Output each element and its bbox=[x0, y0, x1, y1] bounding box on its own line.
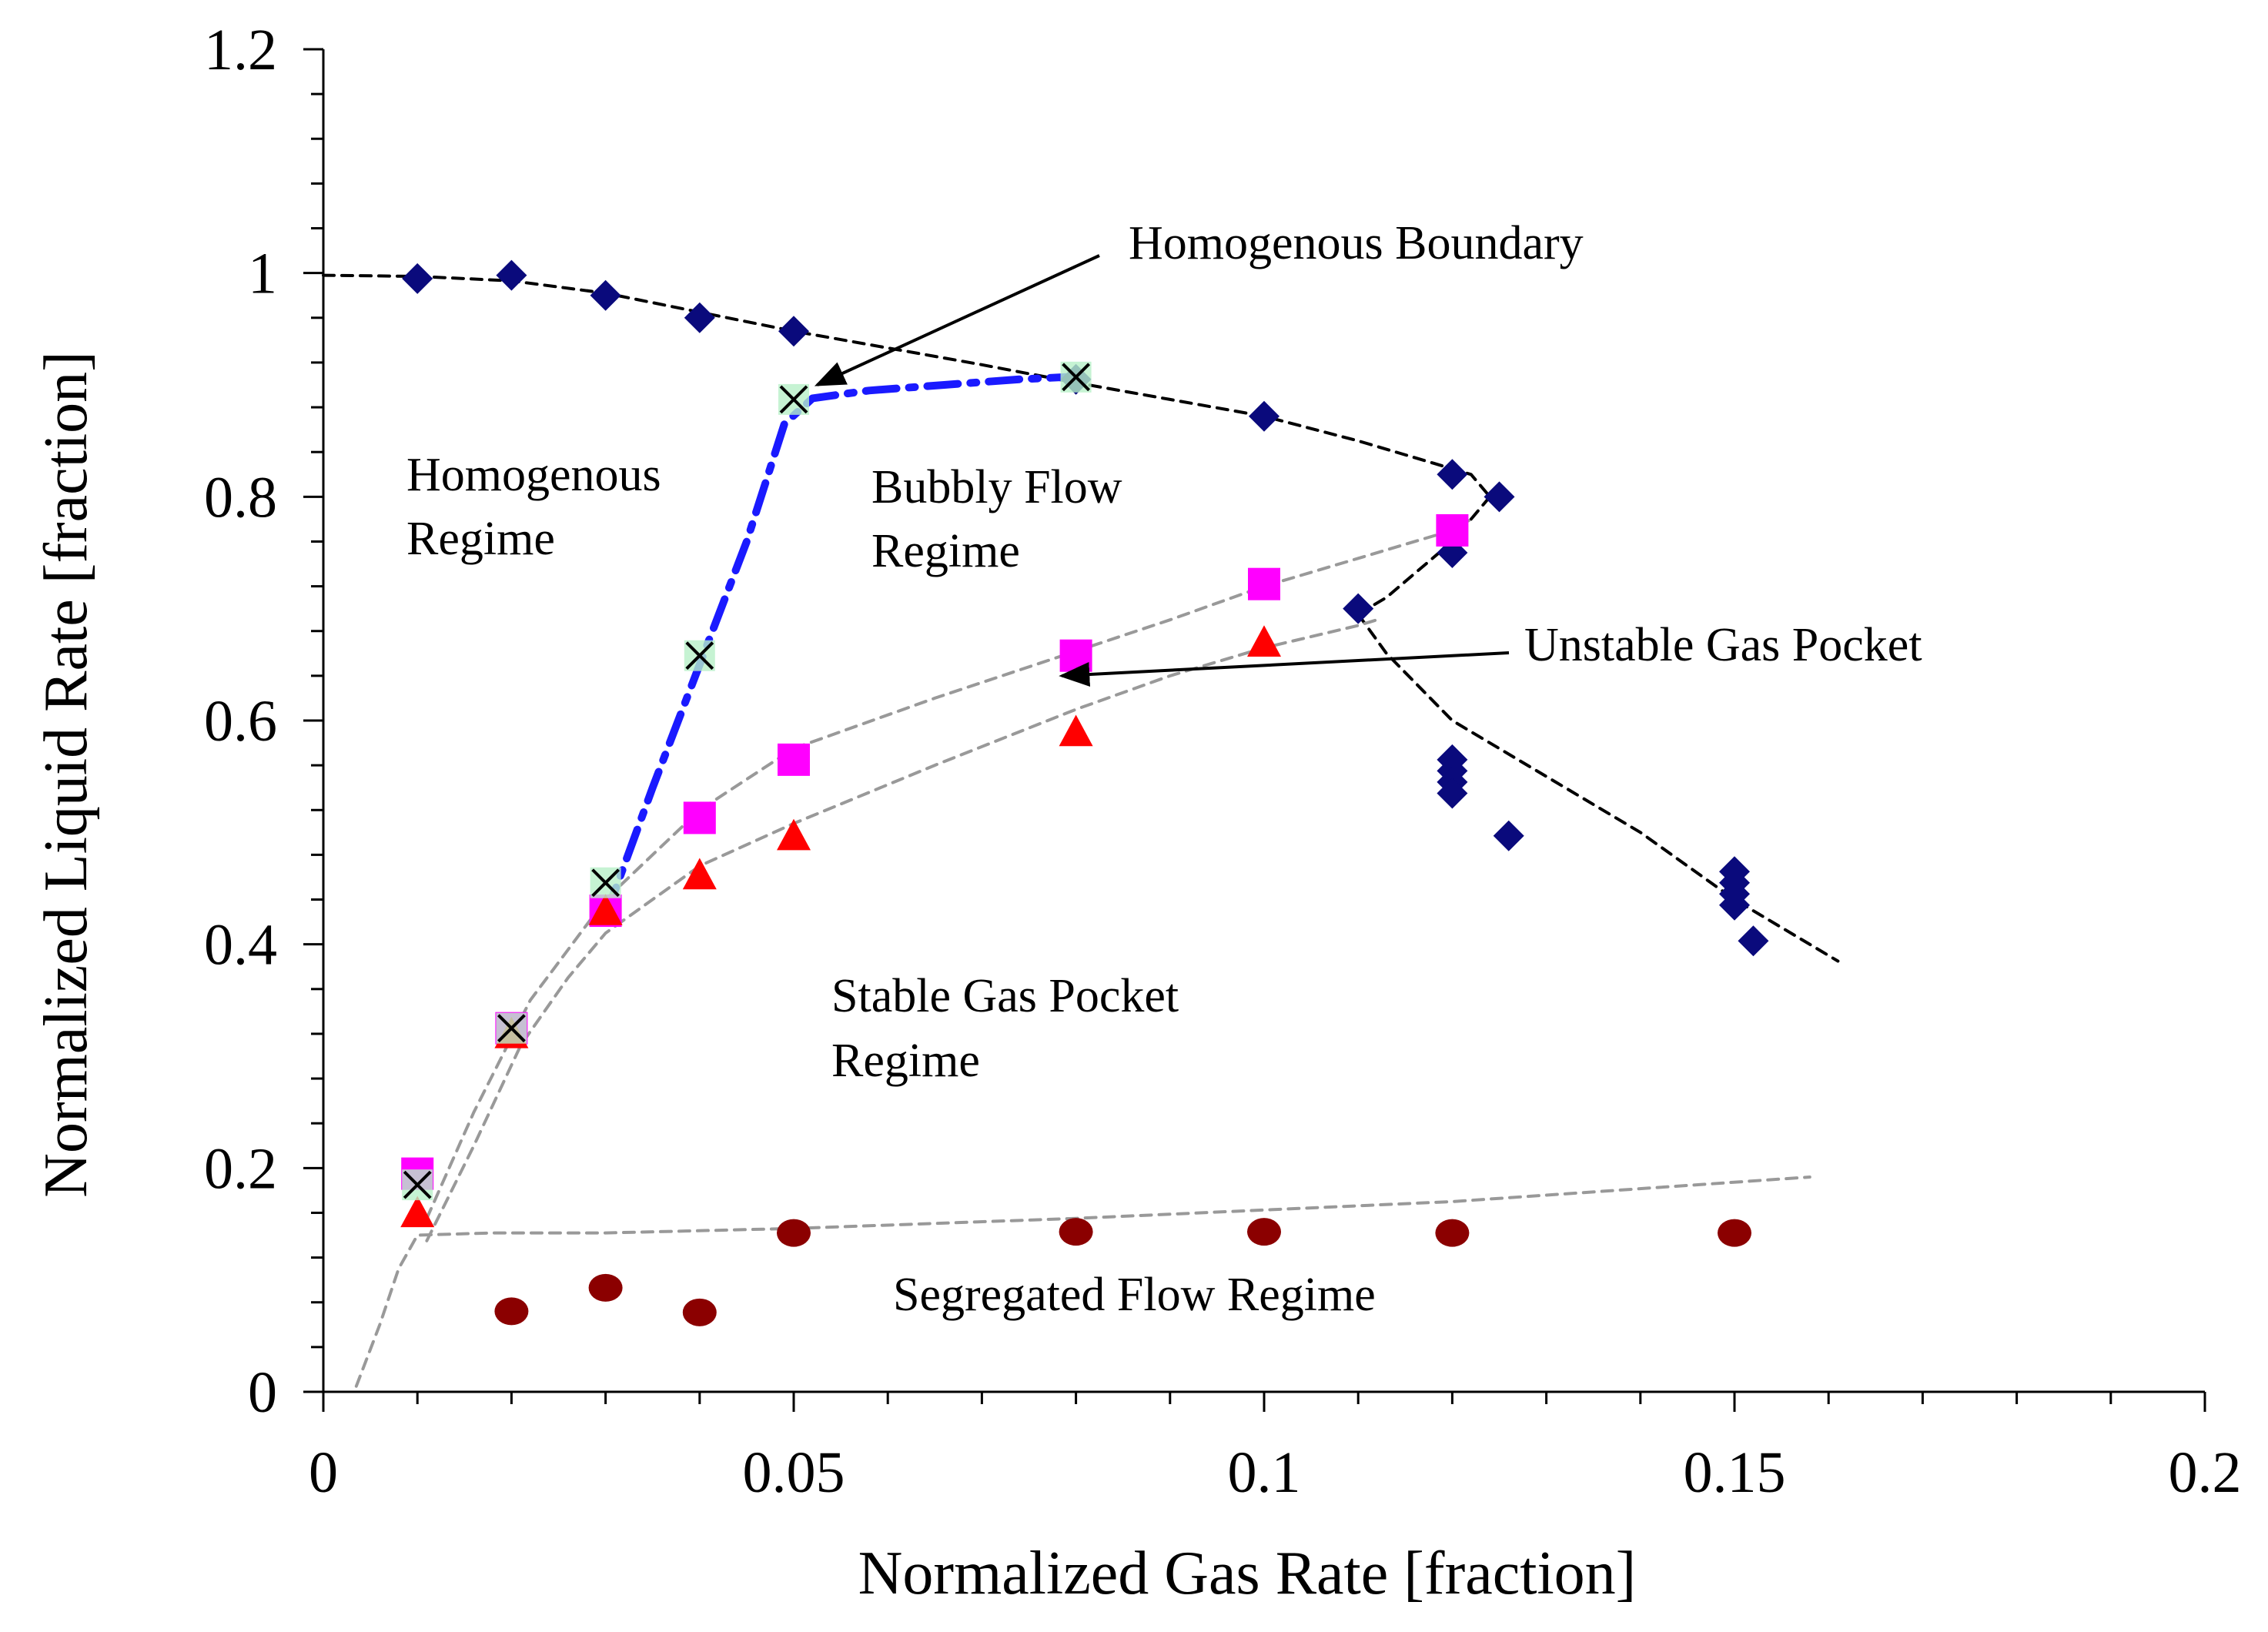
triangle-point bbox=[400, 1196, 435, 1228]
y-axis-title: Normalized Liquid Rate [fraction] bbox=[32, 351, 100, 1198]
cross-point bbox=[685, 641, 714, 671]
diamond-point bbox=[1738, 925, 1769, 957]
square-point bbox=[1248, 567, 1280, 600]
homogenous-boundary-annotation: Homogenous Boundary bbox=[1129, 217, 1584, 269]
cross-point bbox=[779, 385, 808, 414]
square-point bbox=[778, 743, 810, 776]
stable-gas-pocket-regime-label-line2: Regime bbox=[831, 1035, 980, 1087]
homogenous-regime-label-line2: Regime bbox=[406, 513, 555, 565]
unstable-gas-pocket-arrow bbox=[1059, 651, 1510, 687]
diamond-point bbox=[684, 302, 715, 333]
y-tick-label: 1.2 bbox=[204, 18, 277, 82]
bubbly-flow-regime-label-line2: Regime bbox=[871, 525, 1020, 577]
unstable-gas-pocket-annotation: Unstable Gas Pocket bbox=[1524, 619, 1922, 671]
y-tick-label: 0 bbox=[248, 1360, 277, 1425]
x-tick-label: 0.1 bbox=[1228, 1440, 1301, 1505]
x-axis-title: Normalized Gas Rate [fraction] bbox=[858, 1540, 1637, 1607]
y-tick-label: 0.6 bbox=[204, 689, 277, 754]
circle-point bbox=[494, 1297, 529, 1326]
square-point bbox=[1436, 513, 1469, 547]
circle-point bbox=[1059, 1218, 1093, 1246]
cross-point bbox=[497, 1014, 526, 1043]
circle-point bbox=[588, 1273, 623, 1302]
triangle-point bbox=[588, 894, 623, 925]
square-point bbox=[1059, 639, 1092, 672]
circle-point bbox=[1247, 1218, 1281, 1246]
square-point bbox=[683, 801, 716, 834]
triangle-point bbox=[682, 858, 717, 890]
diamond-point bbox=[590, 279, 621, 311]
triangle-point bbox=[777, 818, 811, 851]
y-tick-label: 1 bbox=[248, 242, 277, 306]
triangle-point bbox=[1247, 625, 1281, 657]
triangle-point bbox=[1059, 714, 1093, 747]
circle-point bbox=[1435, 1219, 1470, 1247]
x-tick-label: 0 bbox=[309, 1440, 338, 1505]
x-tick-label: 0.15 bbox=[1684, 1440, 1786, 1505]
x-tick-label: 0.2 bbox=[2169, 1440, 2242, 1505]
curve-line bbox=[1356, 612, 1840, 963]
diamond-point bbox=[496, 259, 527, 291]
diamond-point bbox=[778, 316, 809, 347]
diamond-point bbox=[1484, 481, 1515, 513]
x-tick-label: 0.05 bbox=[743, 1440, 845, 1505]
diamond-point bbox=[1437, 778, 1468, 809]
axes: 0 0.05 0.1 0.15 0.2 0 0.2 0.4 0.6 0.8 1 1.2 Normaliz… bbox=[32, 18, 2242, 1607]
curve-line bbox=[322, 273, 1492, 499]
diamond-point bbox=[1493, 820, 1524, 851]
diamond-point bbox=[402, 263, 433, 294]
y-tick-label: 0.2 bbox=[204, 1136, 277, 1201]
diamond-point bbox=[1249, 400, 1280, 432]
homogenous-boundary-arrow bbox=[814, 254, 1100, 386]
y-tick-label: 0.4 bbox=[204, 913, 277, 978]
annotations-layer: Homogenous Boundary Unstable Gas Pocket … bbox=[406, 217, 1922, 1321]
cross-point bbox=[1062, 363, 1091, 392]
bubbly-flow-regime-label-line1: Bubbly Flow bbox=[871, 461, 1122, 513]
stable-gas-pocket-regime-label-line1: Stable Gas Pocket bbox=[831, 970, 1179, 1022]
circle-point bbox=[777, 1219, 811, 1247]
curve-line bbox=[1356, 495, 1492, 616]
y-tick-label: 0.8 bbox=[204, 465, 277, 530]
curve-line bbox=[425, 517, 1473, 1220]
diamond-point bbox=[1343, 593, 1374, 624]
segregated-flow-regime-label: Segregated Flow Regime bbox=[893, 1269, 1376, 1321]
homogenous-regime-label-line1: Homogenous bbox=[406, 449, 661, 501]
circle-point bbox=[1718, 1219, 1751, 1247]
cross-point bbox=[403, 1170, 432, 1199]
diamond-point bbox=[1719, 889, 1750, 921]
data-points-layer bbox=[400, 259, 1769, 1326]
cross-point bbox=[591, 868, 621, 898]
diamond-point bbox=[1437, 459, 1468, 490]
curve-line bbox=[425, 618, 1379, 1242]
curve-line bbox=[354, 1176, 1811, 1388]
circle-point bbox=[682, 1298, 717, 1326]
